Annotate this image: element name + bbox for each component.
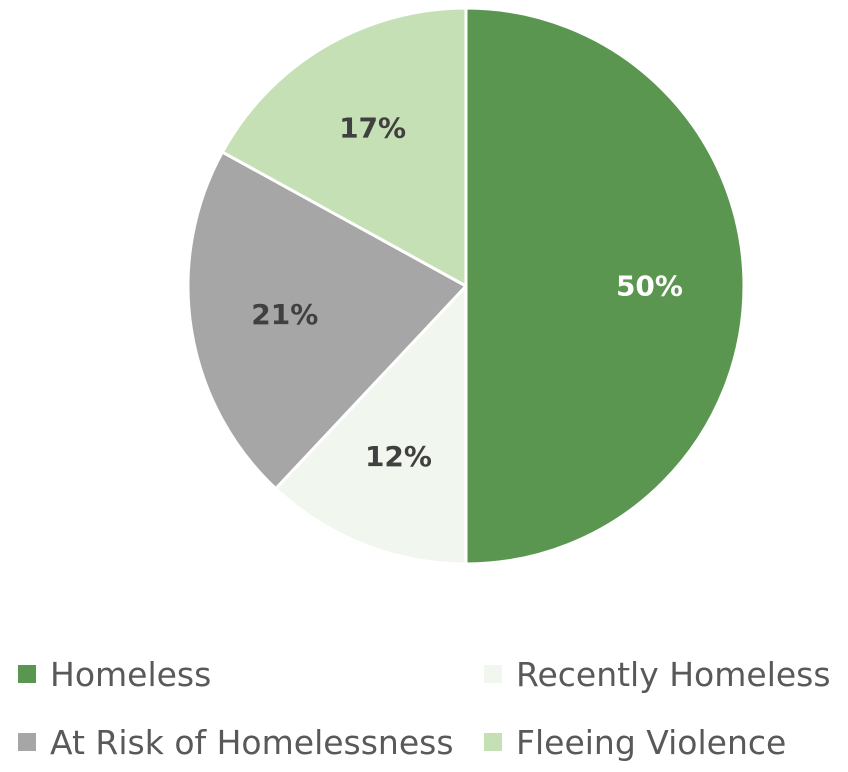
pie-chart: 50% 12% 21% 17%	[186, 6, 746, 566]
legend-swatch-fleeing-violence	[484, 733, 502, 751]
legend-item-homeless: Homeless	[18, 644, 211, 704]
pie-slice-homeless	[464, 6, 746, 566]
pie-slice-at-risk-of-homelessness	[186, 150, 468, 491]
legend-swatch-homeless	[18, 665, 36, 683]
pie-slice-fleeing-violence	[220, 6, 468, 288]
pie-slice-recently-homeless	[274, 284, 468, 566]
legend-label: Recently Homeless	[516, 654, 831, 694]
pie-data-labels: 50% 12% 21% 17%	[251, 112, 683, 474]
legend-item-fleeing-violence: Fleeing Violence	[484, 712, 786, 772]
legend-label: At Risk of Homelessness	[50, 722, 454, 762]
pie-slices	[186, 6, 746, 566]
legend-item-at-risk: At Risk of Homelessness	[18, 712, 454, 772]
legend-label: Fleeing Violence	[516, 722, 787, 762]
data-label-at-risk-of-homelessness: 21%	[251, 298, 318, 331]
legend-swatch-recently-homeless	[484, 665, 502, 683]
legend-label: Homeless	[50, 654, 212, 694]
legend-swatch-at-risk	[18, 733, 36, 751]
data-label-fleeing-violence: 17%	[339, 112, 406, 145]
data-label-recently-homeless: 12%	[365, 440, 432, 473]
data-label-homeless: 50%	[616, 270, 683, 303]
legend-item-recently-homeless: Recently Homeless	[484, 644, 831, 704]
legend: Homeless Recently Homeless At Risk of Ho…	[0, 640, 848, 762]
